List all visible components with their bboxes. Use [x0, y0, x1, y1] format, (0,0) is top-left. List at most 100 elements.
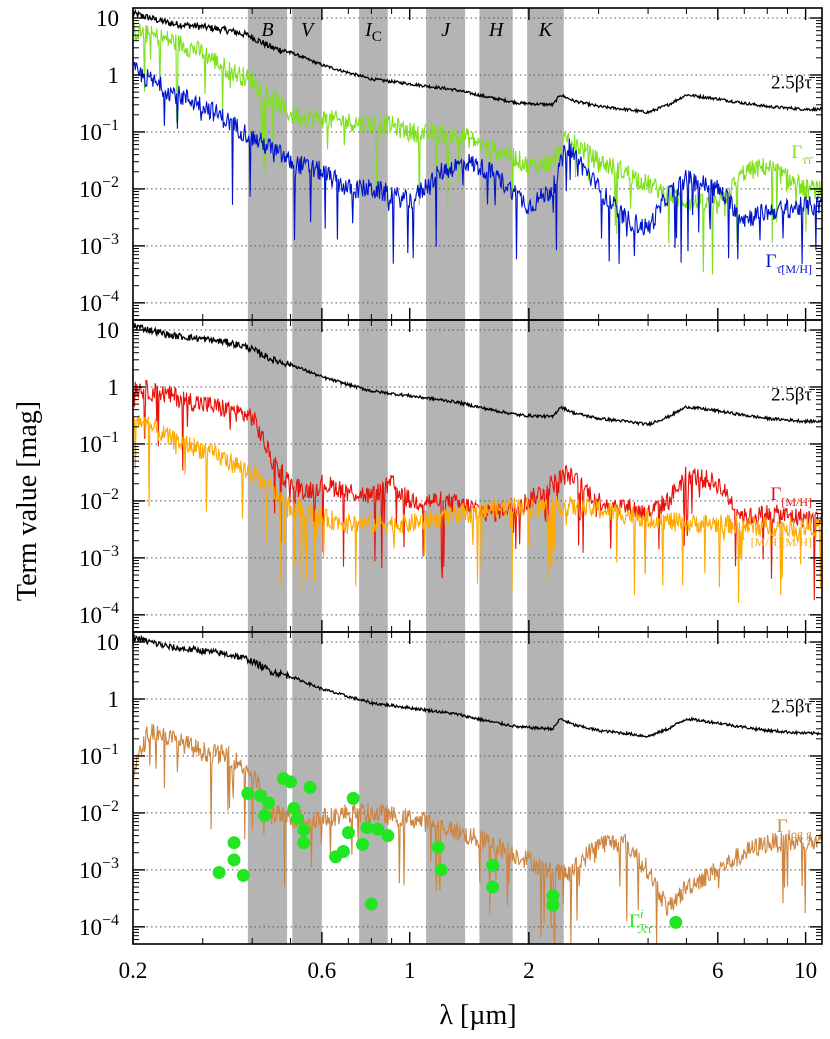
- data-point: [297, 823, 311, 837]
- data-point: [236, 868, 250, 882]
- x-tick-label: 0.2: [119, 958, 148, 983]
- y-tick-label: 1: [108, 687, 120, 712]
- label-gamma-mhmh: Γ[M/H][M/H]: [740, 524, 812, 549]
- y-tick-label: 1: [108, 63, 120, 88]
- series-1-orange: [132, 415, 823, 604]
- y-tick-label: 10−3: [79, 855, 119, 883]
- y-tick-label: 10−2: [79, 174, 119, 202]
- band-J-panel-1: [426, 320, 466, 632]
- y-tick-label: 10−2: [79, 486, 119, 514]
- data-point: [364, 897, 378, 911]
- data-point: [227, 836, 241, 850]
- series-1-red: [132, 379, 823, 601]
- data-point: [284, 775, 298, 789]
- band-H-panel-0: [479, 8, 513, 320]
- data-point: [287, 801, 301, 815]
- data-point: [486, 880, 500, 894]
- x-tick-label: 6: [712, 958, 724, 983]
- data-point: [546, 898, 560, 912]
- series-labels: 2.5βτ̄ 2.5βτ̄ 2.5βτ̄ Γτ̄τ̄ Γτ̄[M/H] Γ[M/H] Γ[M…: [629, 73, 815, 936]
- y-tick-label: 10−1: [79, 741, 119, 769]
- series-0-black: [132, 8, 823, 115]
- band-labels: B V IC J H K: [261, 19, 553, 45]
- y-axis-label: Term value [mag]: [12, 401, 43, 601]
- band-label-I: IC: [364, 19, 382, 45]
- data-point: [336, 845, 350, 859]
- photometric-bands: [247, 8, 564, 944]
- data-point: [341, 826, 355, 840]
- label-1-ref: 2.5βτ̄: [771, 385, 815, 406]
- x-tick-label: 2: [523, 958, 535, 983]
- band-I-panel-2: [359, 632, 388, 944]
- gridlines: [133, 17, 822, 928]
- series-0-blue: [132, 61, 823, 265]
- band-label-B: B: [261, 19, 273, 41]
- band-K-panel-0: [527, 8, 564, 320]
- y-tick-label: 10: [96, 630, 119, 655]
- panel-frame-2: [132, 631, 823, 945]
- data-point: [371, 822, 385, 836]
- band-label-J: J: [441, 19, 451, 41]
- data-point: [486, 858, 500, 872]
- panel-frames: [132, 7, 823, 945]
- y-tick-label: 10−4: [79, 600, 119, 628]
- data-points: [212, 772, 683, 929]
- band-B-panel-2: [247, 632, 288, 944]
- series-0-green: [132, 21, 823, 275]
- data-point: [290, 811, 304, 825]
- band-I-panel-0: [359, 8, 388, 320]
- panel-frame-1: [132, 319, 823, 633]
- x-tick-label: 1: [404, 958, 416, 983]
- label-gamma-tt: Γτ̄τ̄: [791, 142, 814, 167]
- band-H-panel-1: [479, 320, 513, 632]
- y-tick-label: 10−4: [79, 912, 119, 940]
- data-point: [262, 796, 276, 810]
- band-K-panel-1: [527, 320, 564, 632]
- series-2-black: [132, 633, 823, 739]
- y-tick-label: 10−1: [79, 117, 119, 145]
- data-point: [258, 809, 272, 823]
- data-point: [346, 791, 360, 805]
- band-I-panel-1: [359, 320, 388, 632]
- data-point: [431, 840, 445, 854]
- band-label-V: V: [301, 19, 316, 41]
- data-point: [381, 829, 395, 843]
- data-point: [356, 837, 370, 851]
- series-1-black: [132, 321, 823, 427]
- label-gamma-mh: Γ[M/H]: [770, 484, 812, 509]
- series-2-tan: [132, 723, 823, 945]
- y-tick-label: 10−4: [79, 288, 119, 316]
- y-tick-label: 10: [96, 6, 119, 31]
- label-0-ref: 2.5βτ̄: [771, 73, 815, 94]
- x-tick-label: 10: [794, 958, 817, 983]
- band-label-H: H: [488, 19, 505, 41]
- data-point: [669, 915, 683, 929]
- x-tick-label: 0.6: [308, 958, 337, 983]
- data-point: [227, 853, 241, 867]
- y-tick-label: 10−3: [79, 543, 119, 571]
- band-J-panel-2: [426, 632, 466, 944]
- series-lines: [132, 8, 823, 945]
- data-point: [546, 889, 560, 903]
- data-point: [303, 780, 317, 794]
- tick-marks: [132, 8, 822, 945]
- y-tick-label: 10−2: [79, 798, 119, 826]
- data-point: [212, 865, 226, 879]
- band-label-K: K: [538, 19, 554, 41]
- data-point: [434, 863, 448, 877]
- data-point: [297, 836, 311, 850]
- band-B-panel-0: [247, 8, 288, 320]
- y-tick-label: 10−1: [79, 429, 119, 457]
- label-gamma-logg: Γlog g: [777, 816, 812, 841]
- y-tick-label: 10−3: [79, 231, 119, 259]
- label-gamma-tmh: Γτ̄[M/H]: [766, 251, 812, 276]
- data-point: [241, 786, 255, 800]
- y-tick-label: 10: [96, 318, 119, 343]
- tick-labels: 10110−110−210−310−410110−110−210−310−410…: [79, 6, 817, 983]
- x-axis-label: λ [µm]: [439, 1000, 516, 1031]
- label-gamma-rt: Γi ℛτ̄: [629, 906, 654, 936]
- data-point: [360, 821, 374, 835]
- label-2-ref: 2.5βτ̄: [771, 697, 815, 718]
